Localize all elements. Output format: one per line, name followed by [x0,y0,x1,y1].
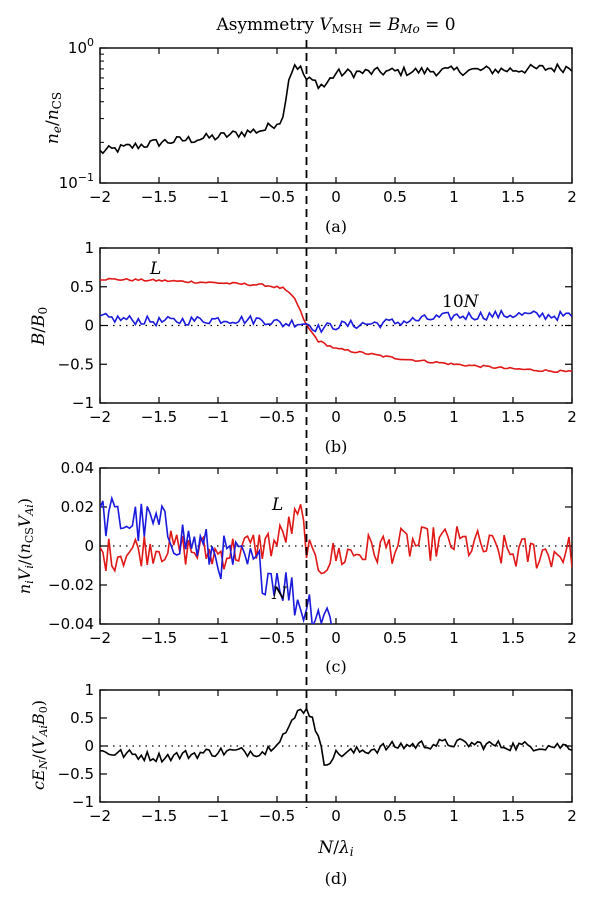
y-tick-label: 0 [84,317,94,335]
plot-frame [99,247,573,404]
figure-title: Asymmetry VMSH = BMo = 0 [215,15,455,36]
y-tick-label: 0.04 [61,459,94,477]
x-tick-label: −1.5 [141,629,177,647]
x-tick-label: −2 [89,807,111,825]
panel-a-ylabel: ne/nCS [43,92,64,144]
series-label-N-c: N [271,584,288,604]
y-tick-label: 0.5 [70,709,94,727]
x-tick-label: 0.5 [383,629,407,647]
panel-caption: (a) [325,217,347,236]
panel-b: −2 −1.5 −1 −0.5 0 0.5 1 1.5 2 −1 −0.5 0 0.5 1 (b) [58,239,577,456]
x-tick-label: 1 [449,408,459,426]
y-tick-label: −0.04 [48,615,94,633]
y-tick-label: −0.5 [58,765,94,783]
x-tick-label: −2 [89,188,111,206]
y-tick-label: 0.5 [70,278,94,296]
series-line-10N [100,308,572,334]
series-line-L [100,504,572,575]
panel-d-ylabel: cEN/(VAiB0) [29,700,50,790]
x-tick-label: −0.5 [259,408,295,426]
x-tick-label: −1 [207,629,229,647]
x-tick-label: 1 [449,629,459,647]
x-tick-label: 1 [449,807,459,825]
x-tick-label: −1 [207,807,229,825]
series-label-L-b: L [149,259,161,279]
x-tick-label: −2 [89,629,111,647]
x-tick-label: −0.5 [259,807,295,825]
x-tick-label: 2 [567,408,577,426]
x-tick-label: 2 [567,629,577,647]
x-tick-label: −0.5 [259,188,295,206]
y-tick-label: −0.02 [48,576,94,594]
x-tick-label: 2 [567,188,577,206]
series-label-L-c: L [271,495,283,515]
x-tick-label: 1 [449,188,459,206]
y-tick-label: −1 [72,793,94,811]
x-tick-label: 0.5 [383,807,407,825]
panel-c: −2 −1.5 −1 −0.5 0 0.5 1 1.5 2 −0.04 −0.02 0 0.02 0.04… [48,459,577,676]
y-tick-label: −0.5 [58,355,94,373]
panel-caption: (c) [325,657,346,676]
series-line-L [100,277,572,374]
panel-a: −2 −1.5 −1 −0.5 0 0.5 1 1.5 2 10−1 100 (a) [59,36,577,236]
x-tick-label: 0 [331,629,341,647]
x-tick-label: 1.5 [501,807,525,825]
y-tick-label: 1 [84,239,94,257]
series-line [100,706,572,766]
y-tick-label: 0 [84,537,94,555]
panel-caption: (b) [325,437,348,456]
x-tick-label: 0 [331,188,341,206]
x-tick-label: 0.5 [383,188,407,206]
series-label-10N-b: 10N [442,292,480,312]
y-tick-label: 100 [68,36,94,57]
x-tick-label: 1.5 [501,629,525,647]
x-tick-label: 0 [331,408,341,426]
panel-c-ylabel: niVi/(nCSVAi) [15,498,36,594]
x-tick-label: −2 [89,408,111,426]
x-tick-label: 0 [331,807,341,825]
x-tick-label: 1.5 [501,408,525,426]
y-tick-label: 10−1 [59,171,94,192]
panel-d: −2 −1.5 −1 −0.5 0 0.5 1 1.5 2 −1 −0.5 0 0.5 1 (d) [58,681,577,888]
xaxis-label: N/λi [317,838,353,859]
series-line [100,62,572,155]
x-tick-label: 2 [567,807,577,825]
x-tick-label: 0.5 [383,408,407,426]
y-tick-label: 0.02 [61,498,94,516]
x-tick-label: −1.5 [141,408,177,426]
x-tick-label: −1 [207,188,229,206]
x-tick-label: −1.5 [141,807,177,825]
x-tick-label: −1.5 [141,188,177,206]
series-line-N [100,495,332,624]
y-tick-label: −1 [72,394,94,412]
x-tick-label: 1.5 [501,188,525,206]
y-tick-label: 0 [84,737,94,755]
panel-b-ylabel: B/B0 [29,307,50,346]
x-tick-label: −0.5 [259,629,295,647]
y-tick-label: 1 [84,681,94,699]
panel-caption: (d) [325,869,348,888]
x-tick-label: −1 [207,408,229,426]
